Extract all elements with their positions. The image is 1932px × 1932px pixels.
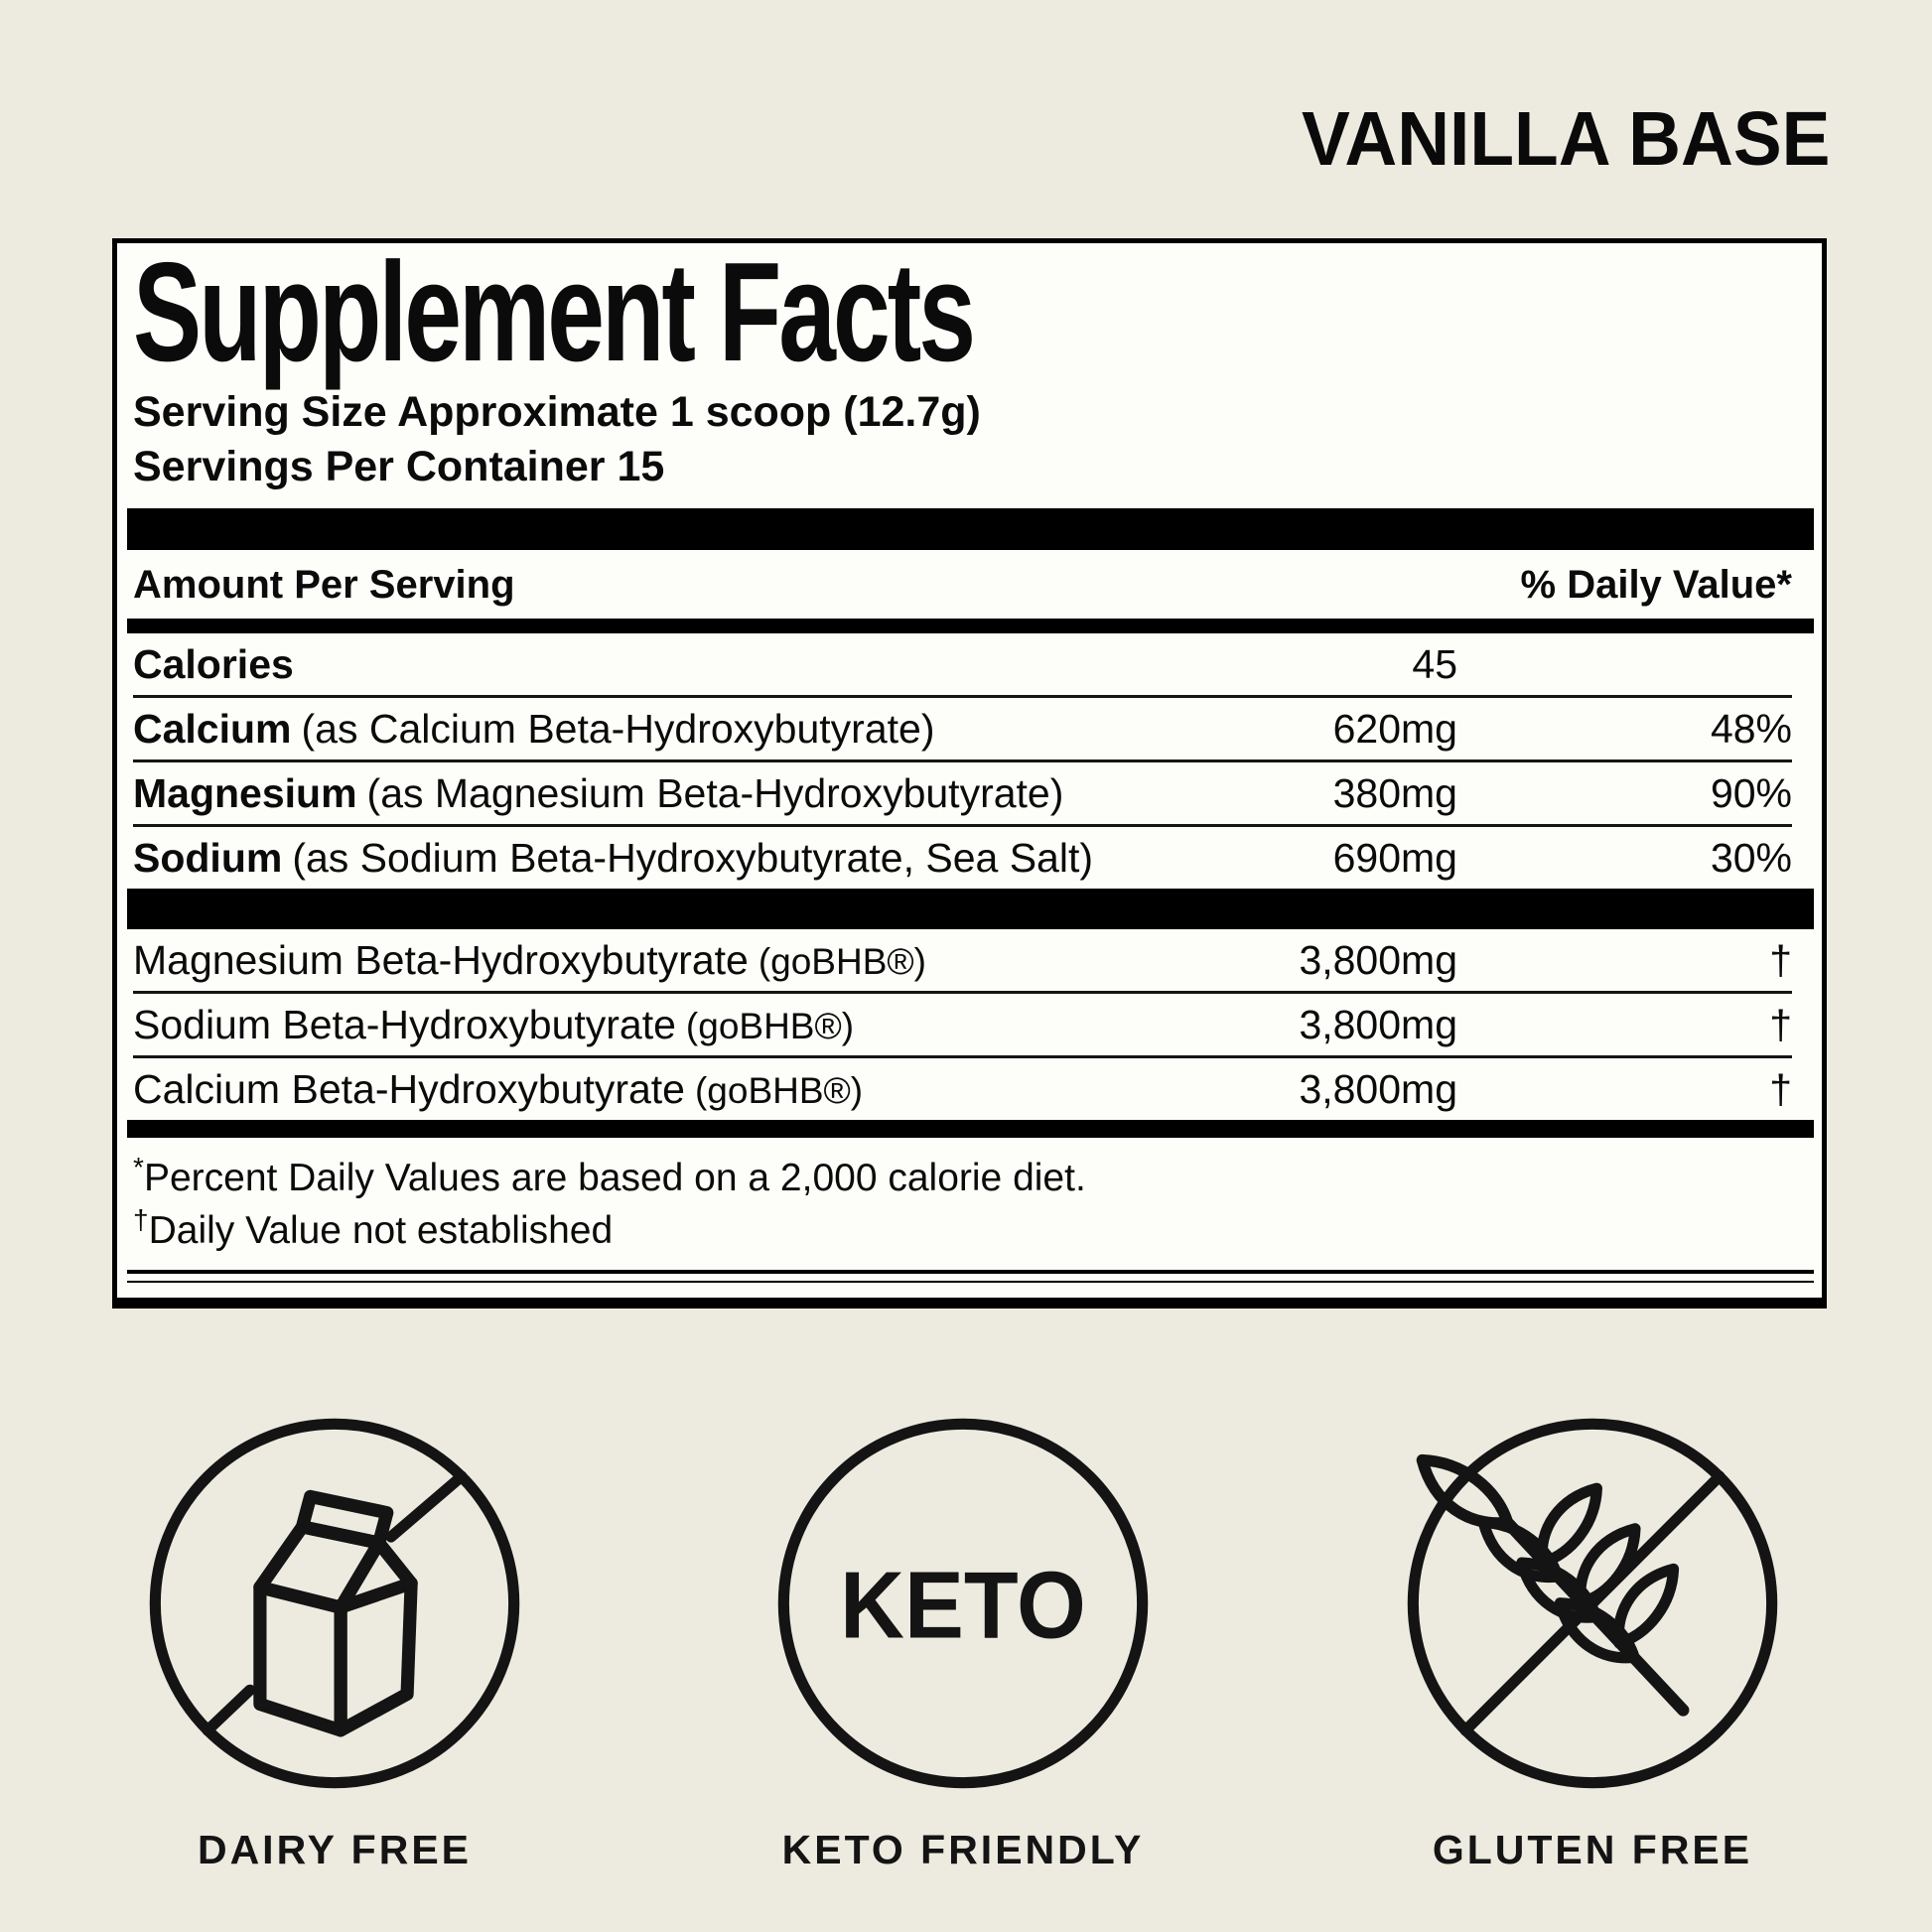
- footnote-dv: *Percent Daily Values are based on a 2,0…: [133, 1151, 1792, 1202]
- nutrient-amount: 620mg: [1332, 706, 1457, 753]
- nutrient-name: Calories: [133, 641, 294, 688]
- nutrient-detail: (as Magnesium Beta-Hydroxybutyrate): [366, 770, 1064, 817]
- divider-bar-top: [127, 508, 1814, 551]
- divider-bar-bottom: [127, 1120, 1814, 1139]
- ingredient-amount: 3,800mg: [1299, 1002, 1457, 1048]
- nutrient-name: Sodium: [133, 835, 283, 882]
- badge-dairy-free: DAIRY FREE: [96, 1402, 573, 1873]
- nutrient-dv: 90%: [1710, 770, 1792, 817]
- serving-info: Serving Size Approximate 1 scoop (12.7g)…: [133, 385, 1792, 494]
- ingredient-name: Sodium Beta-Hydroxybutyrate: [133, 1002, 676, 1048]
- ingredient-name: Calcium Beta-Hydroxybutyrate: [133, 1066, 685, 1113]
- table-row: Magnesium Beta-Hydroxybutyrate (goBHB®) 3…: [133, 929, 1792, 995]
- nutrient-amount: 45: [1412, 641, 1457, 688]
- footnotes: *Percent Daily Values are based on a 2,0…: [133, 1151, 1792, 1255]
- supplement-facts-panel: Supplement Facts Serving Size Approximat…: [112, 238, 1827, 1309]
- badge-label: KETO FRIENDLY: [781, 1827, 1145, 1872]
- nutrient-name: Calcium: [133, 706, 292, 753]
- keto-circle-icon: KETO: [777, 1418, 1149, 1789]
- nutrient-dv: 48%: [1710, 706, 1792, 753]
- ingredients-text: Natural Flavors, Calcium Silicate, Monk …: [356, 1295, 1715, 1298]
- nutrient-dv: 30%: [1710, 835, 1792, 882]
- nutrient-amount: 380mg: [1332, 770, 1457, 817]
- keto-icon-text: KETO: [840, 1554, 1086, 1659]
- ingredient-dv: †: [1769, 937, 1792, 984]
- ingredient-detail: (goBHB®): [694, 1070, 864, 1112]
- no-dairy-milk-carton-icon: [149, 1418, 520, 1789]
- dagger-mark: †: [133, 1203, 149, 1235]
- asterisk-mark: *: [133, 1152, 144, 1183]
- nutrient-amount: 690mg: [1332, 835, 1457, 882]
- ingredient-amount: 3,800mg: [1299, 1066, 1457, 1113]
- ingredient-amount: 3,800mg: [1299, 937, 1457, 984]
- badge-keto-friendly: KETO KETO FRIENDLY: [725, 1402, 1201, 1873]
- supplement-facts-title: Supplement Facts: [133, 238, 976, 391]
- table-row: Magnesium (as Magnesium Beta-Hydroxybutyr…: [133, 762, 1792, 828]
- table-row: Calcium Beta-Hydroxybutyrate (goBHB®) 3,8…: [133, 1058, 1792, 1120]
- nutrient-detail: (as Calcium Beta-Hydroxybutyrate): [301, 706, 935, 753]
- table-row: Calcium (as Calcium Beta-Hydroxybutyrate)…: [133, 698, 1792, 763]
- table-row: Calories 45: [133, 633, 1792, 699]
- ingredients-line: Ingredients: Natural Flavors, Calcium Sil…: [133, 1295, 1792, 1298]
- flavor-title: VANILLA BASE: [1301, 96, 1830, 182]
- ingredient-name: Magnesium Beta-Hydroxybutyrate: [133, 937, 749, 984]
- ingredient-detail: (goBHB®): [758, 941, 926, 983]
- footnote-text: Percent Daily Values are based on a 2,00…: [143, 1157, 1086, 1200]
- bhb-rows: Magnesium Beta-Hydroxybutyrate (goBHB®) 3…: [133, 929, 1792, 1120]
- ingredients-divider: [127, 1269, 1814, 1283]
- amount-per-serving-header: Amount Per Serving: [133, 563, 515, 608]
- ingredient-dv: †: [1769, 1002, 1792, 1048]
- table-row: Sodium (as Sodium Beta-Hydroxybutyrate, S…: [133, 827, 1792, 889]
- ingredient-dv: †: [1769, 1066, 1792, 1113]
- badge-gluten-free: GLUTEN FREE: [1354, 1402, 1831, 1873]
- no-gluten-wheat-icon: [1407, 1418, 1778, 1789]
- divider-bar-middle: [127, 889, 1814, 930]
- servings-per-container: Servings Per Container 15: [133, 443, 665, 491]
- table-header-row: Amount Per Serving % Daily Value*: [133, 550, 1792, 619]
- nutrient-name: Magnesium: [133, 770, 357, 817]
- serving-size: Serving Size Approximate 1 scoop (12.7g): [133, 388, 981, 437]
- badge-label: DAIRY FREE: [197, 1827, 473, 1872]
- ingredients-label: Ingredients:: [133, 1295, 348, 1298]
- daily-value-header: % Daily Value*: [1520, 563, 1792, 608]
- divider-bar-header: [127, 619, 1814, 634]
- table-row: Sodium Beta-Hydroxybutyrate (goBHB®) 3,80…: [133, 994, 1792, 1059]
- footnote-text: Daily Value not established: [148, 1208, 614, 1252]
- footnote-dagger: †Daily Value not established: [133, 1203, 1792, 1255]
- nutrient-detail: (as Sodium Beta-Hydroxybutyrate, Sea Sal…: [292, 835, 1094, 882]
- ingredient-detail: (goBHB®): [685, 1006, 855, 1047]
- badge-label: GLUTEN FREE: [1432, 1827, 1753, 1872]
